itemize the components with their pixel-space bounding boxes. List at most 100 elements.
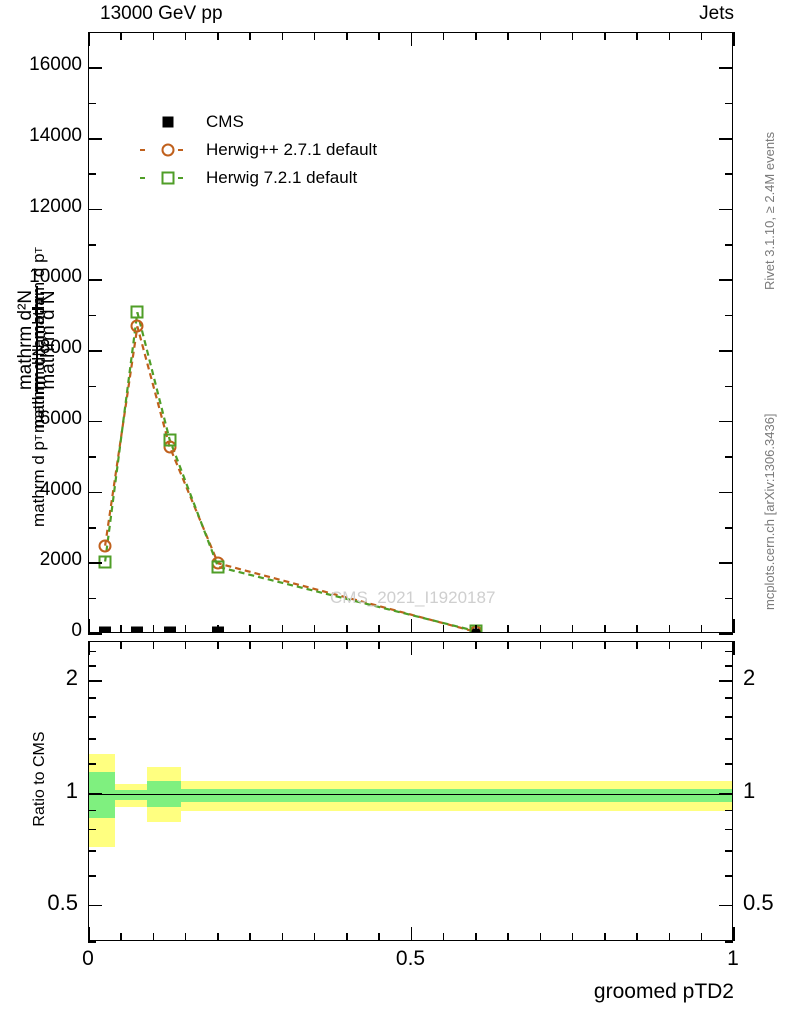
y-tick-ratio-right xyxy=(725,763,733,765)
x-tick-main-top xyxy=(636,32,638,40)
x-tick-ratio-bottom xyxy=(539,933,542,941)
legend-dash-left xyxy=(140,177,158,180)
dash-segment xyxy=(178,149,196,152)
x-tick-main-bottom xyxy=(636,625,638,633)
y-tick-minor-left xyxy=(88,244,96,246)
y-tick-major-right xyxy=(719,67,733,69)
y-tick-minor-left xyxy=(88,385,96,388)
y-tick-ratio-right xyxy=(725,697,733,699)
x-tick-main-top xyxy=(184,32,187,40)
x-tick-ratio-top xyxy=(700,641,703,649)
x-tick-ratio-bottom xyxy=(120,933,122,941)
x-tick-ratio-bottom xyxy=(668,933,671,941)
x-tick-ratio-bottom xyxy=(507,933,509,941)
y-tick-ratio-right xyxy=(725,828,733,831)
y-tick-ratio-left xyxy=(88,792,102,795)
y-tick-major-left xyxy=(88,67,102,69)
ratio-plot-panel xyxy=(88,641,733,941)
y-tick-minor-right xyxy=(725,314,733,317)
y-tick-minor-left xyxy=(88,173,96,175)
x-tick-main-top xyxy=(217,32,219,40)
data-point-filled-square xyxy=(163,626,176,632)
x-tick-ratio-top xyxy=(120,641,122,649)
legend: CMS Herwig++ 2.7.1 default Herwig 7.2.1 de… xyxy=(140,108,377,192)
y-tick-major-right xyxy=(719,633,733,635)
x-tick-ratio-top xyxy=(636,641,638,649)
y-tick-major-right xyxy=(719,279,733,282)
y-tick-ratio-left xyxy=(88,763,96,765)
x-tick-ratio-bottom xyxy=(604,933,606,941)
x-tick-ratio-bottom xyxy=(281,933,284,941)
legend-dash-left xyxy=(140,149,158,152)
y-tick-major-right xyxy=(719,562,733,564)
data-point-open-square xyxy=(211,560,225,574)
x-tick-ratio-top xyxy=(410,641,413,655)
x-tick-ratio-top xyxy=(88,641,90,655)
x-tick-main-bottom xyxy=(88,619,90,633)
data-point-open-circle xyxy=(130,319,144,333)
y-tick-major-right xyxy=(719,491,733,494)
y-tick-label: 2000 xyxy=(39,549,82,571)
x-tick-ratio-top xyxy=(539,641,542,649)
x-tick-main-top xyxy=(571,32,574,40)
legend-marker-filled-square-icon xyxy=(162,116,174,128)
y-tick-ratio-left xyxy=(88,904,102,907)
data-point-open-circle xyxy=(163,440,177,454)
data-point-open-square xyxy=(98,555,112,569)
ratio-tick-label-right: 0.5 xyxy=(743,889,774,915)
y-tick-major-left xyxy=(88,350,102,352)
y-tick-minor-left xyxy=(88,456,96,458)
legend-dash-right xyxy=(178,177,196,180)
y-tick-ratio-right xyxy=(725,738,733,740)
x-tick-ratio-top xyxy=(571,641,574,649)
analysis-category-label: Jets xyxy=(699,3,734,24)
ratio-tick-label-left: 2 xyxy=(65,665,78,691)
y-tick-label: 12000 xyxy=(29,195,82,217)
x-tick-main-bottom xyxy=(475,625,477,633)
x-tick-main-bottom xyxy=(378,625,380,633)
x-tick-main-bottom xyxy=(184,625,187,633)
x-tick-ratio-bottom xyxy=(442,933,445,941)
x-tick-ratio-top xyxy=(249,641,251,649)
legend-marker-open-circle-icon xyxy=(161,143,175,157)
y-tick-label: 10000 xyxy=(29,266,82,288)
legend-label-2: Herwig 7.2.1 default xyxy=(206,168,358,187)
x-tick-ratio-top xyxy=(346,641,348,649)
y-tick-minor-right xyxy=(725,173,733,175)
x-tick-main-bottom xyxy=(604,625,606,633)
data-point-open-circle xyxy=(98,539,112,553)
y-tick-ratio-left xyxy=(88,680,102,682)
legend-label-1: Herwig++ 2.7.1 default xyxy=(206,140,378,159)
y-tick-minor-left xyxy=(88,597,96,600)
y-tick-ratio-right xyxy=(725,809,733,812)
x-tick-main-top xyxy=(281,32,284,40)
x-tick-ratio-bottom xyxy=(700,933,703,941)
x-tick-ratio-top xyxy=(604,641,606,649)
y-tick-minor-left xyxy=(88,314,96,317)
x-tick-main-bottom xyxy=(152,625,155,633)
dash-segment xyxy=(140,149,158,152)
y-tick-ratio-right xyxy=(725,664,733,667)
y-tick-label: 8000 xyxy=(39,337,82,359)
y-tick-ratio-left xyxy=(88,850,96,852)
y-tick-major-left xyxy=(88,138,102,140)
x-tick-ratio-bottom xyxy=(88,927,90,941)
x-tick-main-top xyxy=(668,32,671,40)
x-tick-main-top xyxy=(152,32,155,40)
x-tick-ratio-bottom xyxy=(733,927,735,941)
x-tick-ratio-top xyxy=(184,641,187,649)
data-point-filled-square xyxy=(99,626,112,632)
y-tick-ratio-right xyxy=(725,716,733,719)
ratio-tick-label-left: 0.5 xyxy=(47,889,78,915)
data-point-open-square xyxy=(163,433,177,447)
x-tick-ratio-top xyxy=(733,641,735,655)
main-plot-panel xyxy=(88,32,733,633)
x-tick-ratio-top xyxy=(281,641,284,649)
y-tick-minor-right xyxy=(725,526,733,529)
x-tick-label: 0.5 xyxy=(395,947,426,970)
x-tick-main-bottom xyxy=(571,625,574,633)
ratio-reference-line xyxy=(89,793,732,796)
legend-dash-right xyxy=(178,149,196,152)
y-tick-label: 6000 xyxy=(39,407,82,429)
